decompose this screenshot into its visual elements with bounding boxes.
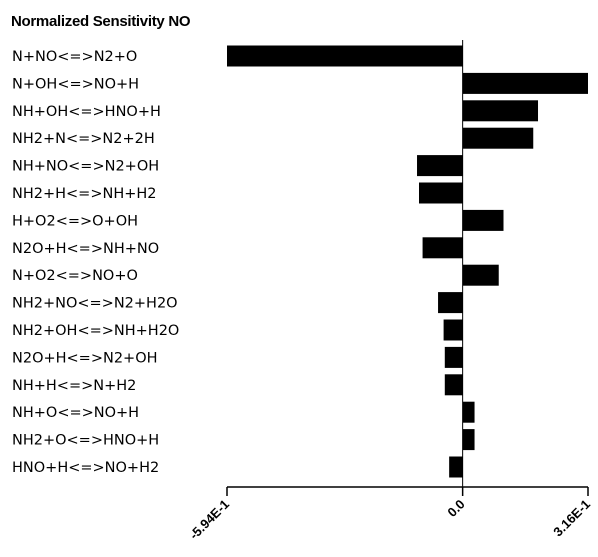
sensitivity-bar — [417, 155, 463, 177]
reaction-label: NH+OH<=>HNO+H — [12, 104, 161, 120]
reaction-label: N+O2<=>NO+O — [12, 268, 138, 284]
reaction-label: N+NO<=>N2+O — [12, 49, 137, 65]
sensitivity-bar — [449, 456, 463, 478]
reaction-label: NH+NO<=>N2+OH — [12, 159, 159, 175]
sensitivity-bar — [462, 100, 539, 122]
reaction-labels: N+NO<=>N2+O N+OH<=>NO+H NH+OH<=>HNO+H NH2+N… — [12, 49, 179, 476]
reaction-label: N2O+H<=>NH+NO — [12, 241, 159, 257]
sensitivity-bar — [419, 182, 463, 204]
sensitivity-bar — [462, 72, 588, 94]
sensitivity-bar — [438, 292, 463, 314]
x-tick-label: -5.94E-1 — [186, 497, 232, 543]
sensitivity-bar — [227, 45, 463, 67]
reaction-label: NH2+H<=>NH+H2 — [12, 186, 157, 202]
reaction-label: NH+O<=>NO+H — [12, 405, 139, 421]
chart-title: Normalized Sensitivity NO — [11, 13, 191, 30]
x-tick-label: 0.0 — [444, 497, 467, 520]
sensitivity-bar — [422, 237, 463, 259]
reaction-label: NH+H<=>N+H2 — [12, 378, 136, 394]
reaction-label: NH2+N<=>N2+2H — [12, 131, 155, 147]
reaction-label: H+O2<=>O+OH — [12, 213, 138, 229]
reaction-label: HNO+H<=>NO+H2 — [12, 460, 159, 476]
sensitivity-bar — [462, 429, 475, 451]
reaction-label: NH2+NO<=>N2+H2O — [12, 296, 178, 312]
sensitivity-bar — [444, 374, 463, 396]
reaction-label: N2O+H<=>N2+OH — [12, 350, 158, 366]
sensitivity-bar — [462, 401, 475, 423]
sensitivity-bar — [443, 319, 463, 341]
x-tick-label: 3.16E-1 — [550, 497, 593, 540]
reaction-label: N+OH<=>NO+H — [12, 76, 139, 92]
sensitivity-bar — [462, 264, 499, 286]
reaction-label: NH2+O<=>HNO+H — [12, 433, 159, 449]
sensitivity-bar — [444, 346, 463, 368]
sensitivity-bar — [462, 127, 534, 149]
reaction-label: NH2+OH<=>NH+H2O — [12, 323, 179, 339]
bars — [227, 45, 588, 478]
sensitivity-bar — [462, 209, 504, 231]
